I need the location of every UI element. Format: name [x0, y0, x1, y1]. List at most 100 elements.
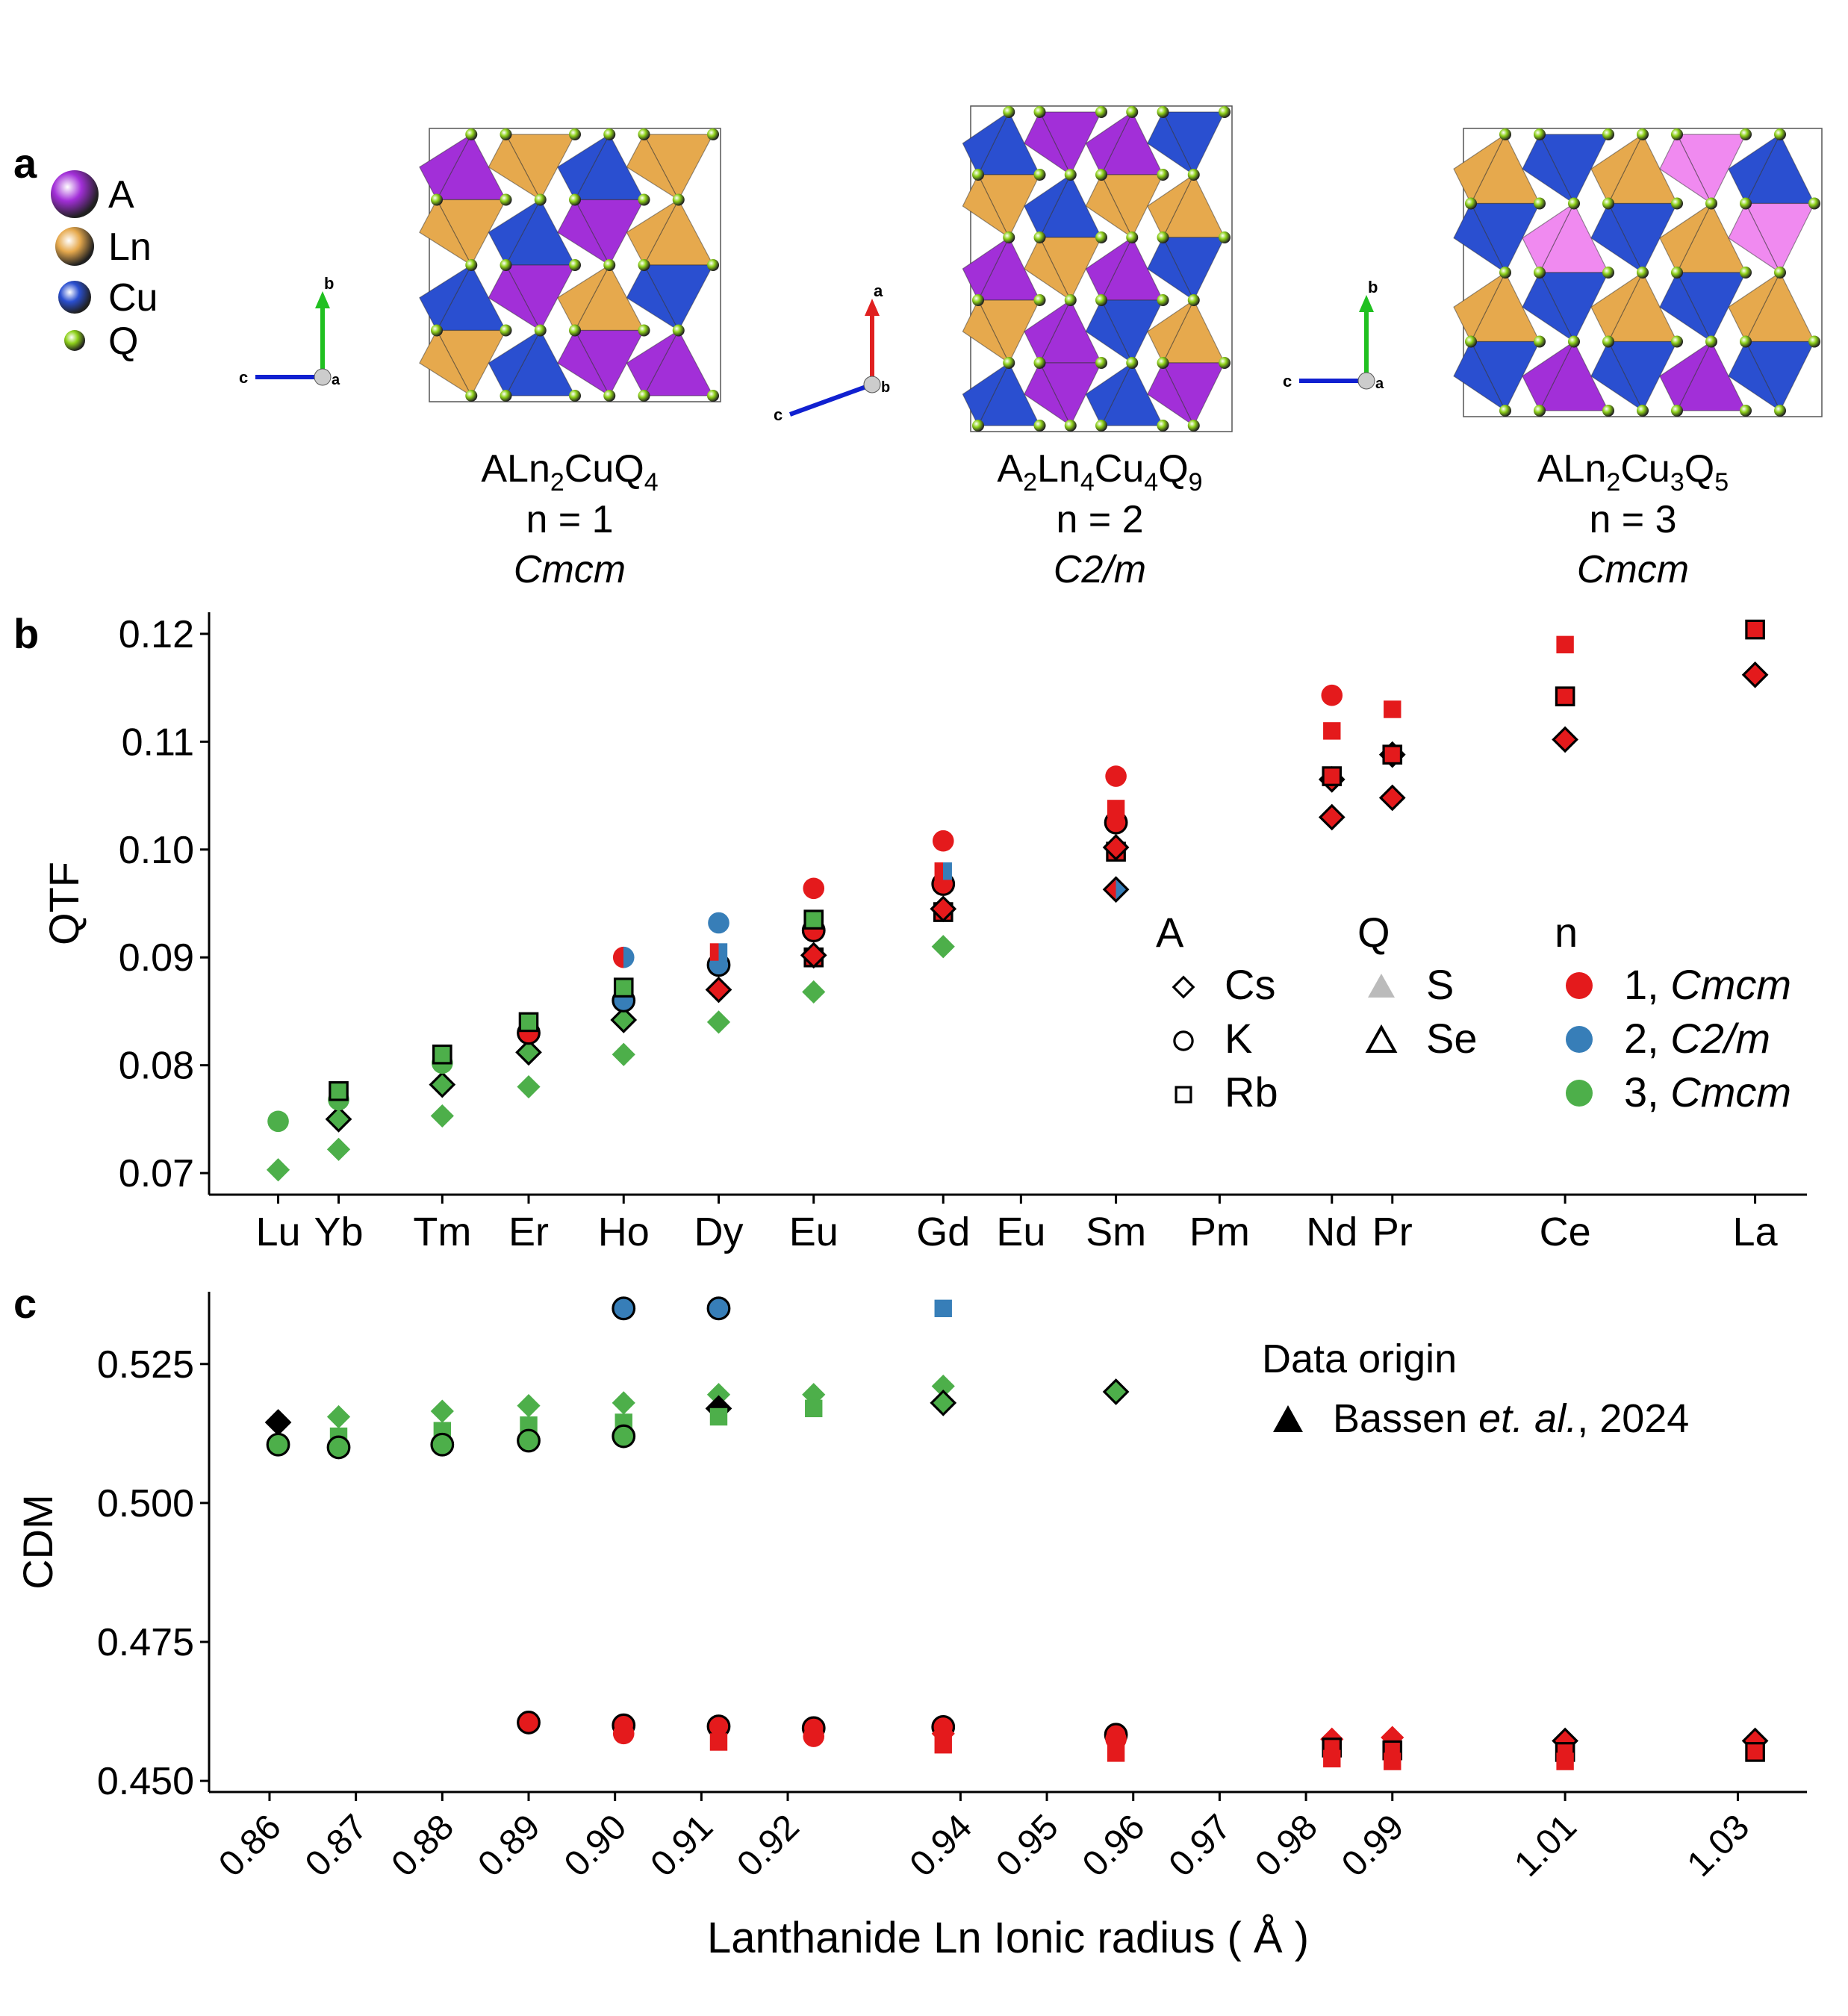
element-label-ln: Ln	[108, 225, 152, 269]
x-element-label: Eu	[996, 1210, 1045, 1254]
q-atom	[603, 128, 616, 140]
q-atom	[465, 259, 478, 271]
data-point	[264, 1409, 292, 1436]
x-element-label: Pm	[1189, 1210, 1250, 1254]
x-element-label: Gd	[916, 1210, 970, 1254]
q-atom	[431, 193, 443, 206]
q-atom	[1499, 267, 1511, 279]
q-atom	[1157, 294, 1169, 306]
x-element-label: Ho	[598, 1210, 650, 1254]
data-point	[709, 943, 728, 961]
q-atom	[1740, 197, 1752, 210]
legend-n-marker	[1566, 1080, 1593, 1107]
q-atom	[1095, 169, 1107, 181]
polyhedron-face	[1453, 340, 1507, 412]
q-atom	[1637, 267, 1649, 279]
legend-a-marker	[1175, 1086, 1192, 1104]
polyhedron-face	[1024, 299, 1072, 364]
x-tick-label: 1.03	[1680, 1807, 1758, 1885]
data-point	[802, 980, 826, 1004]
q-atom	[1534, 197, 1546, 210]
data-point	[1323, 1749, 1341, 1768]
q-atom	[500, 193, 512, 206]
data-point	[1321, 684, 1343, 706]
element-label-cu: Cu	[108, 276, 158, 320]
data-point	[430, 1104, 454, 1128]
q-atom	[500, 390, 512, 402]
x-tick-label: 0.98	[1248, 1807, 1325, 1885]
data-point	[709, 1733, 728, 1751]
legend-q-label: S	[1426, 961, 1454, 1008]
q-atom	[500, 324, 512, 337]
x-tick-label: 0.95	[989, 1807, 1066, 1885]
x-element-label: Nd	[1306, 1210, 1357, 1254]
data-point	[517, 1074, 541, 1099]
data-point	[705, 976, 732, 1004]
polyhedron-face	[488, 329, 542, 397]
structure-1	[419, 128, 721, 402]
q-atom	[465, 390, 478, 402]
structure-spacegroup-2: C2/m	[1054, 548, 1146, 591]
q-atom	[1095, 106, 1107, 118]
polyhedron-face	[1590, 271, 1644, 343]
structure-2	[962, 105, 1233, 432]
legend-a-label: Rb	[1225, 1068, 1278, 1116]
q-atom	[707, 259, 719, 271]
axis-triad-1: b c a	[239, 274, 340, 388]
x-tick-label: 0.96	[1075, 1807, 1153, 1885]
x-axis-title: Lanthanide Ln Ionic radius ( Å )	[707, 1914, 1309, 1962]
element-legend: A Ln CuQ	[51, 170, 158, 363]
data-point	[1745, 619, 1765, 640]
q-atom	[1187, 420, 1200, 432]
data-point	[325, 1106, 352, 1133]
data-point	[517, 1711, 541, 1735]
data-point	[267, 1110, 289, 1133]
data-point	[708, 912, 729, 934]
polyhedron-face	[1453, 133, 1507, 205]
legend-n-label: 3, Cmcm	[1624, 1068, 1791, 1116]
panel-label-b: b	[13, 610, 39, 657]
axis-up-head	[315, 291, 330, 308]
data-point	[706, 1010, 731, 1034]
structure-formula-2: A2Ln4Cu4Q9	[997, 447, 1202, 497]
data-point	[931, 1374, 955, 1399]
data-point	[517, 1394, 541, 1418]
q-atom	[465, 128, 478, 140]
q-atom	[1637, 128, 1649, 140]
polyhedron-face	[1522, 202, 1575, 274]
polyhedron-face	[1522, 340, 1575, 412]
polyhedron-face	[1659, 133, 1713, 205]
structure-formula-3: ALn2Cu3Q5	[1537, 447, 1729, 497]
y-tick-label: 0.11	[122, 721, 194, 764]
q-atom	[1465, 335, 1477, 348]
x-element-label: Sm	[1086, 1210, 1146, 1254]
q-atom	[1808, 197, 1820, 210]
data-point	[1107, 800, 1125, 818]
q-atom	[1003, 231, 1015, 243]
data-point	[1382, 744, 1403, 765]
q-atom	[1033, 294, 1046, 306]
q-atom	[603, 259, 616, 271]
data-point	[429, 1071, 456, 1098]
axis-origin	[1357, 372, 1375, 390]
data-point	[430, 1399, 454, 1423]
polyhedron-face	[488, 198, 542, 267]
polyhedron-face	[419, 329, 473, 397]
data-point	[932, 830, 954, 852]
data-point	[934, 1299, 952, 1318]
q-atom	[1740, 267, 1752, 279]
axis-origin	[863, 376, 881, 393]
q-atom	[1126, 357, 1139, 369]
data-point	[612, 1391, 635, 1415]
panel-label-c: c	[13, 1280, 37, 1327]
element-sphere-cu	[58, 281, 91, 314]
data-point	[934, 862, 952, 880]
q-atom	[1126, 231, 1139, 243]
q-atom	[1534, 128, 1546, 140]
q-atom	[534, 324, 547, 337]
y-tick-label: 0.525	[97, 1343, 194, 1387]
q-atom	[1033, 420, 1046, 432]
